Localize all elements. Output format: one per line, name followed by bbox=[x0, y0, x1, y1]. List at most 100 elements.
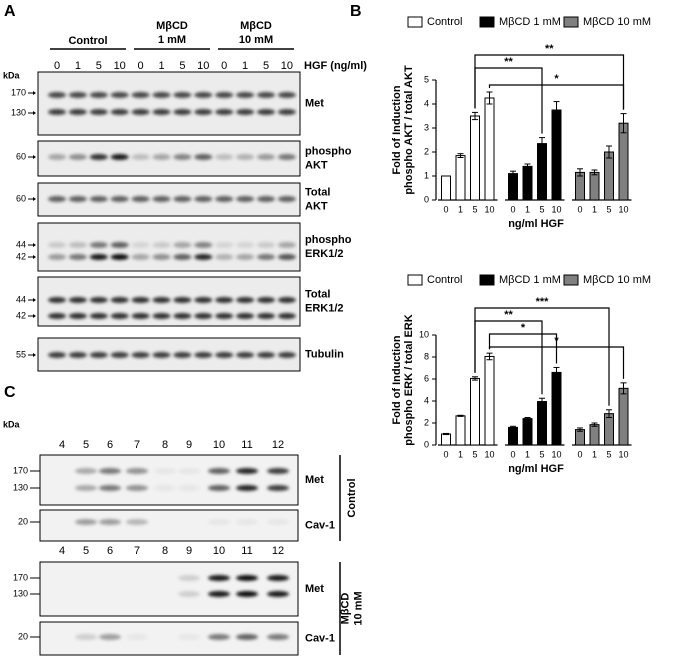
kda-marker: 44 bbox=[16, 294, 26, 304]
legend-swatch bbox=[479, 274, 495, 286]
band bbox=[208, 519, 230, 525]
bar bbox=[508, 426, 518, 446]
legend-label: Control bbox=[427, 274, 462, 286]
x-tick-label: 1 bbox=[458, 204, 463, 214]
bar bbox=[455, 155, 466, 201]
band bbox=[178, 485, 200, 491]
kda-marker: 130 bbox=[11, 107, 26, 117]
band bbox=[48, 313, 66, 319]
band bbox=[267, 575, 289, 581]
y-tick-label: 2 bbox=[424, 146, 429, 156]
band bbox=[68, 313, 87, 319]
kda-label: kDa bbox=[3, 419, 21, 429]
bar bbox=[589, 424, 600, 446]
band bbox=[152, 196, 171, 202]
error-bar bbox=[472, 111, 478, 121]
band bbox=[154, 468, 176, 474]
x-tick-label: 0 bbox=[510, 204, 515, 214]
band bbox=[89, 109, 108, 115]
error-bar bbox=[486, 352, 493, 361]
bar bbox=[604, 413, 614, 446]
band bbox=[236, 485, 258, 491]
bar bbox=[551, 371, 562, 446]
legend-label: MβCD 10 mM bbox=[583, 274, 651, 286]
band bbox=[99, 519, 121, 525]
lane-label: 10 bbox=[197, 60, 209, 72]
bar bbox=[441, 175, 451, 201]
band bbox=[99, 468, 121, 474]
band bbox=[236, 92, 255, 98]
band bbox=[257, 352, 275, 358]
band bbox=[215, 254, 234, 260]
bar bbox=[575, 171, 585, 201]
legend-swatch bbox=[407, 274, 423, 286]
band bbox=[68, 297, 87, 303]
fraction-label: 12 bbox=[272, 545, 284, 557]
marker-arrow-head bbox=[33, 197, 36, 201]
lane-label: 0 bbox=[54, 60, 60, 72]
x-tick-label: 5 bbox=[606, 449, 611, 459]
x-tick-label: 10 bbox=[551, 204, 561, 214]
fraction-label: 12 bbox=[272, 439, 284, 451]
band bbox=[89, 92, 108, 98]
y-tick-label: 4 bbox=[424, 395, 429, 405]
band bbox=[152, 109, 171, 115]
band bbox=[257, 254, 275, 260]
lane-label: 5 bbox=[179, 60, 185, 72]
group-label: Control bbox=[68, 35, 107, 47]
group-label: MβCD bbox=[156, 20, 188, 32]
band bbox=[48, 254, 66, 260]
lane-label: 1 bbox=[242, 60, 248, 72]
hgf-label: HGF (ng/ml) bbox=[304, 60, 367, 72]
band bbox=[194, 92, 213, 98]
band bbox=[277, 313, 296, 319]
band bbox=[208, 634, 230, 640]
band bbox=[131, 242, 150, 248]
x-tick-label: 5 bbox=[606, 204, 611, 214]
legend-swatch bbox=[563, 274, 579, 286]
error-bar bbox=[539, 397, 545, 406]
band bbox=[236, 575, 258, 581]
band bbox=[257, 92, 275, 98]
group-label: 1 mM bbox=[158, 34, 186, 46]
band bbox=[215, 313, 234, 319]
blot-label: AKT bbox=[305, 159, 328, 171]
band bbox=[178, 634, 200, 640]
band bbox=[110, 92, 129, 98]
band bbox=[152, 154, 171, 160]
band bbox=[236, 242, 255, 248]
band bbox=[131, 313, 150, 319]
bar bbox=[484, 97, 495, 201]
band bbox=[277, 92, 296, 98]
band bbox=[194, 242, 213, 248]
marker-arrow-head bbox=[33, 91, 36, 95]
x-tick-label: 1 bbox=[458, 449, 463, 459]
kda-marker: 170 bbox=[11, 87, 26, 97]
band bbox=[75, 519, 97, 525]
band bbox=[48, 297, 66, 303]
legend-label: MβCD 1 mM bbox=[499, 16, 561, 28]
x-tick-label: 5 bbox=[472, 449, 477, 459]
x-tick-label: 0 bbox=[443, 204, 448, 214]
band bbox=[236, 468, 258, 474]
kda-label: kDa bbox=[3, 70, 21, 80]
band bbox=[277, 297, 296, 303]
band bbox=[89, 242, 108, 248]
band bbox=[110, 196, 129, 202]
y-tick-label: 2 bbox=[424, 417, 429, 427]
group-label: 10 mM bbox=[239, 34, 273, 46]
band bbox=[99, 634, 121, 640]
band bbox=[267, 591, 289, 597]
band bbox=[48, 242, 66, 248]
x-tick-label: 10 bbox=[484, 204, 494, 214]
bar bbox=[455, 415, 466, 446]
fraction-label: 9 bbox=[186, 545, 192, 557]
fraction-label: 10 bbox=[213, 439, 225, 451]
error-bar bbox=[486, 91, 493, 105]
band bbox=[131, 154, 150, 160]
band bbox=[154, 485, 176, 491]
band bbox=[126, 468, 148, 474]
y-axis-label: Fold of Induction bbox=[391, 85, 403, 174]
lane-label: 1 bbox=[158, 60, 164, 72]
band bbox=[126, 519, 148, 525]
